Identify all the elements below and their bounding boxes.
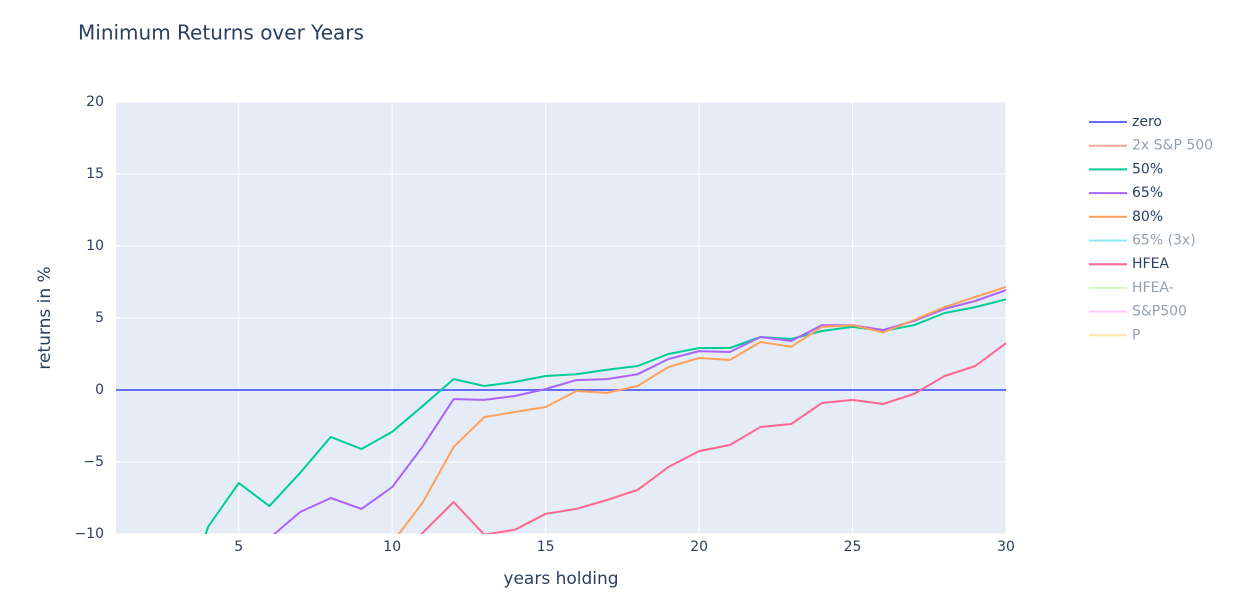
legend-label: HFEA <box>1132 256 1169 272</box>
legend-item[interactable]: 65% (3x) <box>1089 233 1196 249</box>
y-tick-label: −10 <box>74 526 104 542</box>
x-axis-title: years holding <box>503 569 618 589</box>
y-tick-label: 10 <box>86 238 104 254</box>
y-tick-label: 0 <box>95 382 104 398</box>
lines <box>116 286 1006 534</box>
legend-label: 65% (3x) <box>1132 233 1196 249</box>
y-tick-label: −5 <box>83 454 104 470</box>
legend-item[interactable]: zero <box>1089 114 1162 130</box>
legend-item[interactable]: S&P500 <box>1089 304 1187 320</box>
legend-label: 80% <box>1132 209 1163 225</box>
x-tick-label: 15 <box>537 539 555 555</box>
x-tick-label: 10 <box>383 539 401 555</box>
legend-label: 65% <box>1132 185 1163 201</box>
legend-item[interactable]: 2x S&P 500 <box>1089 138 1213 154</box>
y-tick-label: 15 <box>86 166 104 182</box>
series-line <box>397 286 1006 534</box>
legend-item[interactable]: HFEA- <box>1089 280 1174 296</box>
legend-label: HFEA- <box>1132 280 1174 296</box>
legend-label: zero <box>1132 114 1162 130</box>
x-tick-label: 30 <box>997 539 1015 555</box>
y-axis-title: returns in % <box>35 266 55 369</box>
x-tick-label: 20 <box>690 539 708 555</box>
legend-item[interactable]: 80% <box>1089 209 1163 225</box>
series-line <box>272 289 1006 534</box>
x-tick-label: 5 <box>234 539 243 555</box>
legend-item[interactable]: 65% <box>1089 185 1163 201</box>
legend-item[interactable]: P <box>1089 327 1140 343</box>
chart-title: Minimum Returns over Years <box>78 21 364 45</box>
x-tick-label: 25 <box>844 539 862 555</box>
legend-label: S&P500 <box>1132 304 1187 320</box>
y-tick-label: 5 <box>95 310 104 326</box>
legend-item[interactable]: HFEA <box>1089 256 1169 272</box>
legend-label: P <box>1132 327 1140 343</box>
legend: zero 2x S&P 500 50% 65% 80% 65% (3x) HFEA HFEA-… <box>1089 114 1213 343</box>
legend-item[interactable]: 50% <box>1089 161 1163 177</box>
legend-label: 2x S&P 500 <box>1132 138 1213 154</box>
series-line <box>420 342 1006 534</box>
y-tick-label: 20 <box>86 94 104 110</box>
legend-label: 50% <box>1132 161 1163 177</box>
